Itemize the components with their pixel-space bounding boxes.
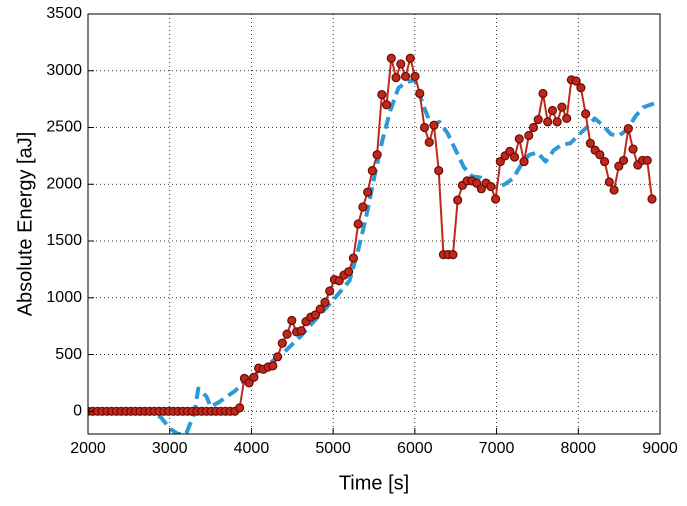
labels: 2000 3000 4000 5000 6000 7000 8000 9000 0 500 1000… [46, 5, 677, 457]
y-tick-label: 2500 [46, 119, 82, 136]
data-point [562, 113, 572, 124]
data-point [434, 166, 444, 176]
data-point [524, 130, 534, 141]
y-tick-label: 2000 [46, 175, 82, 192]
x-axis-title: Time [s] [339, 472, 409, 494]
data-point [486, 181, 496, 192]
y-tick-label: 3500 [46, 5, 82, 22]
data-point [282, 329, 292, 339]
data-point [429, 120, 439, 130]
data-point [235, 403, 245, 413]
x-tick-label: 6000 [397, 440, 433, 457]
x-tick-label: 3000 [152, 440, 188, 457]
y-tick-label: 500 [55, 346, 82, 363]
y-tick-label: 3000 [46, 62, 82, 79]
data-point [623, 124, 633, 134]
data-point [348, 253, 359, 263]
data-point [543, 117, 553, 127]
data-point [268, 361, 278, 371]
data-point [363, 187, 373, 197]
data-point [509, 152, 520, 162]
data-point [377, 89, 387, 100]
data-point [490, 194, 501, 204]
data-point [557, 102, 567, 112]
data-point [618, 155, 629, 166]
data-point [581, 109, 591, 119]
plot-frame [87, 13, 661, 435]
data-point [519, 156, 529, 167]
x-tick-label: 9000 [642, 440, 678, 457]
x-tick-label: 7000 [479, 440, 515, 457]
x-tick-label: 5000 [315, 440, 351, 457]
y-tick-label: 1500 [46, 232, 82, 249]
data-point [514, 134, 524, 144]
data-point [381, 100, 392, 110]
x-tick-label: 8000 [560, 440, 596, 457]
data-point [386, 53, 396, 63]
plot-marks [88, 53, 660, 434]
data-point [642, 155, 652, 166]
data-point [296, 326, 306, 336]
data-point [287, 315, 297, 326]
data-point [448, 250, 458, 260]
plot-area [88, 14, 660, 434]
data-point [576, 83, 586, 93]
data-point [419, 122, 430, 133]
data-point [372, 150, 382, 160]
data-point [325, 286, 335, 296]
y-tick-label: 1000 [46, 289, 82, 306]
data-point [277, 338, 287, 348]
x-tick-label: 2000 [70, 440, 106, 457]
data-point [367, 166, 377, 176]
data-point [353, 219, 363, 229]
data-point [249, 372, 259, 382]
data-point [552, 117, 562, 127]
data-point [344, 267, 354, 277]
data-point [547, 105, 558, 116]
y-tick-label: 0 [73, 403, 82, 420]
data-point [400, 71, 411, 82]
data-point [571, 76, 581, 86]
data-point [609, 185, 619, 195]
data-point [396, 59, 406, 69]
data-point [424, 137, 434, 147]
data-point [410, 71, 420, 82]
data-point [628, 144, 638, 154]
y-axis-title: Absolute Energy [aJ] [14, 132, 36, 317]
data-point [358, 202, 368, 212]
data-point [595, 150, 605, 160]
data-point [647, 194, 657, 204]
data-point [528, 122, 539, 133]
data-point [604, 177, 614, 187]
data-point [415, 88, 425, 99]
data-point [405, 53, 415, 63]
data-point [599, 156, 610, 167]
data-point [533, 114, 543, 125]
data-point [538, 88, 548, 99]
data-point [315, 304, 325, 314]
data-point [272, 352, 283, 362]
data-point [585, 138, 595, 149]
data-point [453, 195, 463, 205]
data-point [391, 72, 401, 83]
data-point [320, 297, 330, 307]
x-tick-label: 4000 [234, 440, 270, 457]
